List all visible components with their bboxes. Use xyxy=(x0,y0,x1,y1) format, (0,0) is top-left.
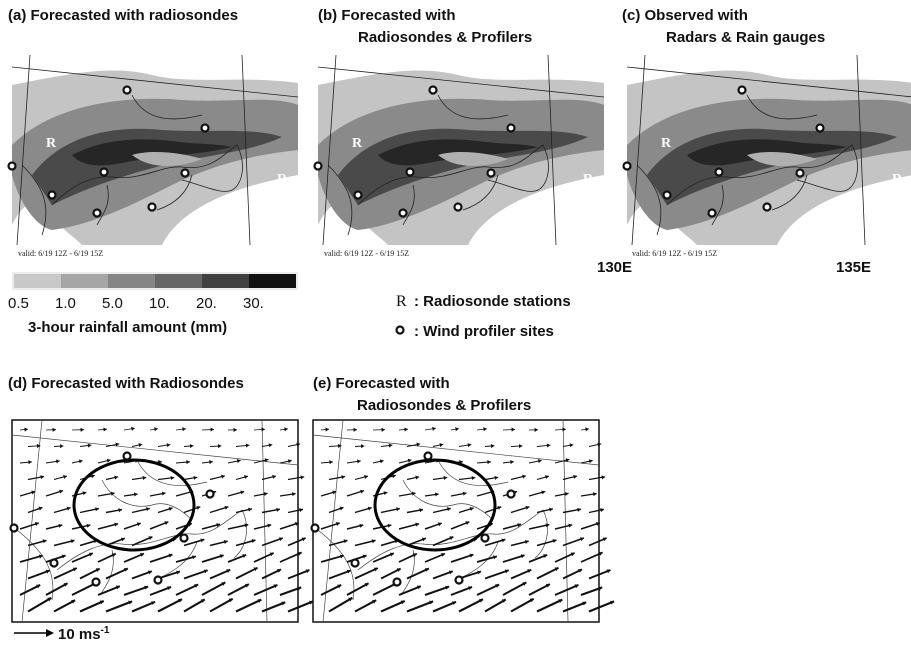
colorbar-label: 0.5 xyxy=(8,295,29,312)
colorbar-label: 5.0 xyxy=(102,295,123,312)
panel-title: Radiosondes & Profilers xyxy=(357,397,531,414)
panel-title: (e) Forecasted with xyxy=(313,375,450,392)
colorbar-label: 20. xyxy=(196,295,217,312)
scale-label: 10 ms-1 xyxy=(58,625,110,643)
scale-exponent: -1 xyxy=(101,625,110,636)
panel-title: (b) Forecasted with xyxy=(318,7,456,24)
colorbar-label: 1.0 xyxy=(55,295,76,312)
legend-symbol xyxy=(397,327,404,334)
colorbar-label: 30. xyxy=(243,295,264,312)
rain-map xyxy=(624,55,911,245)
longitude-label: 130E xyxy=(597,259,632,276)
scale-arrow xyxy=(14,629,54,637)
rain-map xyxy=(315,55,605,245)
rain-map xyxy=(9,55,299,245)
panel-title: (d) Forecasted with Radiosondes xyxy=(8,375,244,392)
panel-title: (a) Forecasted with radiosondes xyxy=(8,7,238,24)
legend-symbol: R xyxy=(396,293,407,310)
colorbar xyxy=(12,272,298,290)
panel-title: Radars & Rain gauges xyxy=(666,29,825,46)
panel-title: (c) Observed with xyxy=(622,7,748,24)
legend-text: : Wind profiler sites xyxy=(414,323,554,340)
colorbar-label: 10. xyxy=(149,295,170,312)
longitude-label: 135E xyxy=(836,259,871,276)
wind-map xyxy=(312,420,615,622)
valid-time: valid: 6/19 12Z - 6/19 15Z xyxy=(18,249,103,258)
scale-text: 10 ms xyxy=(58,626,101,643)
colorbar-title: 3-hour rainfall amount (mm) xyxy=(28,319,227,336)
valid-time: valid: 6/19 12Z - 6/19 15Z xyxy=(324,249,409,258)
wind-map xyxy=(11,420,314,622)
panel-title: Radiosondes & Profilers xyxy=(358,29,532,46)
figure: RRR (a) Forecasted with radiosondes (b) … xyxy=(0,0,911,647)
valid-time: valid: 6/19 12Z - 6/19 15Z xyxy=(632,249,717,258)
legend-text: : Radiosonde stations xyxy=(414,293,571,310)
